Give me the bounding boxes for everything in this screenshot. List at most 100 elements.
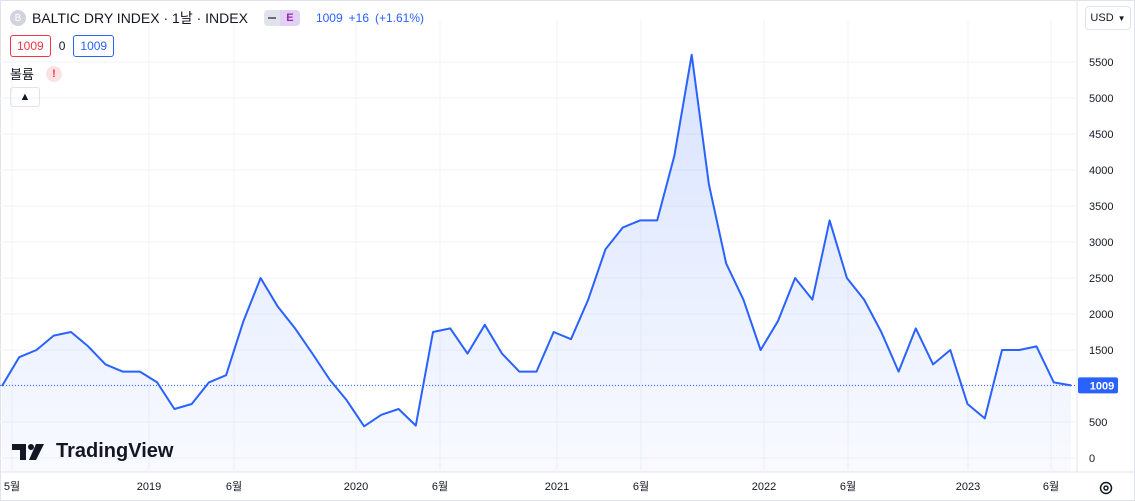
data-point bbox=[172, 407, 176, 411]
data-point bbox=[569, 337, 573, 341]
gear-icon[interactable] bbox=[1098, 480, 1114, 496]
data-point bbox=[431, 330, 435, 334]
x-tick-label: 5월 bbox=[4, 480, 20, 493]
data-point bbox=[914, 326, 918, 330]
area-fill bbox=[2, 54, 1071, 473]
x-tick-label: 6월 bbox=[226, 480, 242, 493]
grid-lines bbox=[0, 20, 1075, 470]
data-point bbox=[638, 218, 642, 222]
events-icon: E bbox=[279, 10, 300, 26]
data-point bbox=[293, 326, 297, 330]
data-point bbox=[345, 398, 349, 402]
series-line bbox=[1, 53, 1072, 428]
volume-legend: 볼륨 ! bbox=[10, 64, 62, 83]
data-point bbox=[190, 402, 194, 406]
logo-text: TradingView bbox=[56, 440, 174, 462]
currency-label: USD bbox=[1090, 12, 1114, 24]
y-tick-label: 3500 bbox=[1089, 201, 1113, 213]
data-point bbox=[862, 298, 866, 302]
x-tick-label: 6월 bbox=[840, 480, 856, 493]
symbol-title[interactable]: BALTIC DRY INDEX · 1날 · INDEX bbox=[32, 10, 248, 26]
data-point bbox=[414, 424, 418, 428]
data-point bbox=[793, 276, 797, 280]
price-line bbox=[1, 53, 1072, 428]
x-axis[interactable]: 5월 2019 6월 2020 6월 2021 6월 2022 6월 2023 6월 bbox=[0, 471, 1135, 493]
data-point bbox=[655, 218, 659, 222]
data-point bbox=[690, 53, 694, 57]
bid-ask-row: 1009 0 1009 bbox=[10, 35, 115, 57]
y-tick-label: 5500 bbox=[1089, 57, 1113, 69]
y-tick-label: 2000 bbox=[1089, 309, 1113, 321]
data-point bbox=[500, 352, 504, 356]
y-tick-label: 500 bbox=[1089, 417, 1107, 429]
data-point bbox=[707, 182, 711, 186]
currency-selector[interactable]: USD ▼ bbox=[1085, 6, 1131, 30]
y-tick-label: 0 bbox=[1089, 453, 1095, 465]
data-point bbox=[121, 370, 125, 374]
last-price: 1009 bbox=[315, 11, 343, 25]
data-point bbox=[483, 323, 487, 327]
data-point bbox=[69, 330, 73, 334]
last-price-label-box bbox=[1078, 377, 1118, 394]
x-tick-label: 2019 bbox=[137, 481, 161, 493]
data-point bbox=[810, 298, 814, 302]
volume-label[interactable]: 볼륨 bbox=[10, 67, 34, 82]
symbol-header: B BALTIC DRY INDEX · 1날 · INDEX E 1009 +… bbox=[10, 9, 424, 27]
data-point bbox=[155, 380, 159, 384]
y-tick-label: 4000 bbox=[1089, 165, 1113, 177]
data-point bbox=[0, 384, 4, 388]
tradingview-logo-icon bbox=[12, 443, 44, 460]
y-tick-label: 4500 bbox=[1089, 129, 1113, 141]
data-point bbox=[310, 352, 314, 356]
data-point bbox=[828, 218, 832, 222]
data-point bbox=[517, 370, 521, 374]
data-point bbox=[535, 370, 539, 374]
last-price-label: 1009 bbox=[1090, 380, 1114, 392]
data-point bbox=[759, 348, 763, 352]
data-point bbox=[224, 373, 228, 377]
data-point bbox=[52, 334, 56, 338]
data-point bbox=[103, 362, 107, 366]
data-point bbox=[466, 352, 470, 356]
data-point bbox=[879, 330, 883, 334]
x-tick-label: 2020 bbox=[344, 481, 368, 493]
symbol-logo-icon: B bbox=[10, 10, 26, 26]
data-point bbox=[1035, 344, 1039, 348]
data-point bbox=[983, 416, 987, 420]
buy-price-box[interactable]: 1009 bbox=[73, 35, 115, 57]
data-point bbox=[138, 370, 142, 374]
events-badge[interactable]: E bbox=[263, 10, 300, 26]
y-tick-label: 2500 bbox=[1089, 273, 1113, 285]
data-point bbox=[552, 330, 556, 334]
tradingview-logo[interactable]: TradingView bbox=[12, 440, 173, 463]
y-tick-label: 1500 bbox=[1089, 345, 1113, 357]
data-point bbox=[379, 413, 383, 417]
data-point bbox=[1000, 348, 1004, 352]
data-point bbox=[672, 154, 676, 158]
x-tick-label: 2023 bbox=[956, 481, 980, 493]
y-axis[interactable]: 0500100015002000250030003500400045005000… bbox=[1076, 0, 1113, 472]
data-point bbox=[776, 319, 780, 323]
spread-value: 0 bbox=[58, 39, 66, 53]
data-point bbox=[259, 276, 263, 280]
collapse-legend-button[interactable]: ▲ bbox=[10, 87, 40, 107]
chevron-up-icon: ▲ bbox=[19, 91, 31, 103]
data-point bbox=[724, 262, 728, 266]
sell-price-box[interactable]: 1009 bbox=[10, 35, 51, 57]
data-point bbox=[1017, 348, 1021, 352]
data-point bbox=[586, 298, 590, 302]
last-price-marker: 1009 bbox=[0, 377, 1118, 394]
price-area bbox=[2, 54, 1071, 473]
price-change-percent: (+1.61%) bbox=[375, 11, 425, 25]
data-point bbox=[276, 305, 280, 309]
data-point bbox=[328, 378, 332, 382]
data-point bbox=[397, 407, 401, 411]
warning-icon[interactable]: ! bbox=[45, 65, 62, 82]
quote-summary: 1009 +16 (+1.61%) bbox=[316, 11, 424, 25]
data-point bbox=[34, 348, 38, 352]
data-point bbox=[448, 326, 452, 330]
data-point bbox=[17, 355, 21, 359]
price-change: +16 bbox=[348, 11, 369, 25]
y-tick-label: 5000 bbox=[1089, 93, 1113, 105]
